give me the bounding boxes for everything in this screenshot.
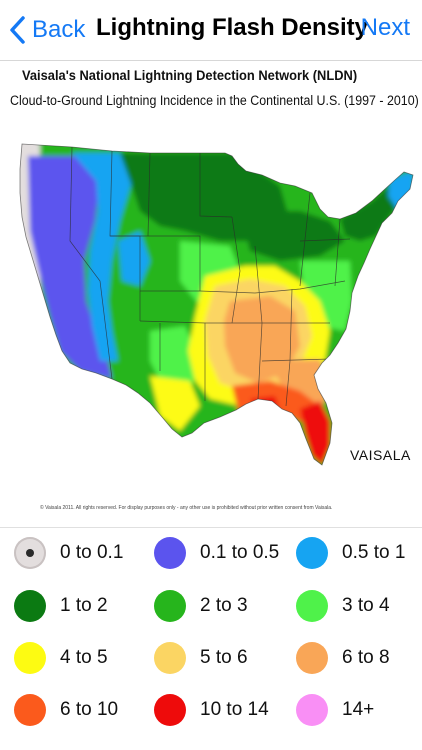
legend-label: 3 to 4 [342, 595, 390, 616]
divider [0, 527, 422, 528]
legend-label: 10 to 14 [200, 699, 269, 720]
legend-item: 10 to 14 [154, 690, 269, 730]
chevron-left-icon [10, 16, 25, 44]
legend-label: 6 to 8 [342, 647, 390, 668]
legend-swatch [154, 642, 186, 674]
legend-swatch [296, 642, 328, 674]
legend-item: 1 to 2 [14, 586, 108, 626]
copyright-notice: © Vaisala 2011. All rights reserved. For… [40, 505, 333, 511]
legend-item: 0.1 to 0.5 [154, 533, 279, 573]
legend-swatch [296, 694, 328, 726]
legend-label: 1 to 2 [60, 595, 108, 616]
map-subtitle: Cloud-to-Ground Lightning Incidence in t… [10, 93, 419, 108]
legend-label: 14+ [342, 699, 375, 720]
legend-label: 6 to 10 [60, 699, 119, 720]
legend-item: 4 to 5 [14, 638, 108, 678]
legend-item: 0.5 to 1 [296, 533, 405, 573]
vaisala-logo: VAISALA [350, 447, 411, 463]
legend-swatch [14, 537, 46, 569]
legend: 0 to 0.1 0.1 to 0.5 0.5 to 1 1 to 2 2 to 3 3 … [0, 530, 422, 750]
legend-label: 0.5 to 1 [342, 542, 406, 563]
page-title: Lightning Flash Density [96, 14, 369, 41]
map-title: Vaisala's National Lightning Detection N… [22, 67, 358, 83]
legend-swatch-dot [26, 549, 34, 557]
legend-item: 5 to 6 [154, 638, 248, 678]
legend-swatch [154, 590, 186, 622]
legend-swatch [296, 590, 328, 622]
legend-swatch [154, 694, 186, 726]
legend-label: 4 to 5 [60, 647, 108, 668]
legend-item: 6 to 8 [296, 638, 390, 678]
legend-label: 0 to 0.1 [60, 542, 124, 563]
legend-item: 2 to 3 [154, 586, 248, 626]
legend-label: 0.1 to 0.5 [200, 542, 280, 563]
legend-item: 6 to 10 [14, 690, 118, 730]
lightning-density-map [19, 143, 414, 466]
legend-item: 0 to 0.1 [14, 533, 123, 573]
legend-label: 5 to 6 [200, 647, 248, 668]
legend-swatch [14, 694, 46, 726]
lightning-map-panel: Vaisala's National Lightning Detection N… [0, 61, 422, 526]
legend-item: 3 to 4 [296, 586, 390, 626]
next-button[interactable]: Next [360, 14, 410, 41]
back-button-label[interactable]: Back [32, 16, 86, 43]
navigation-bar: Back Lightning Flash Density Next [0, 0, 422, 61]
legend-item: 14+ [296, 690, 374, 730]
legend-swatch [296, 537, 328, 569]
legend-swatch [154, 537, 186, 569]
legend-label: 2 to 3 [200, 595, 248, 616]
legend-swatch [14, 590, 46, 622]
legend-swatch [14, 642, 46, 674]
back-button[interactable]: Back [8, 12, 85, 48]
